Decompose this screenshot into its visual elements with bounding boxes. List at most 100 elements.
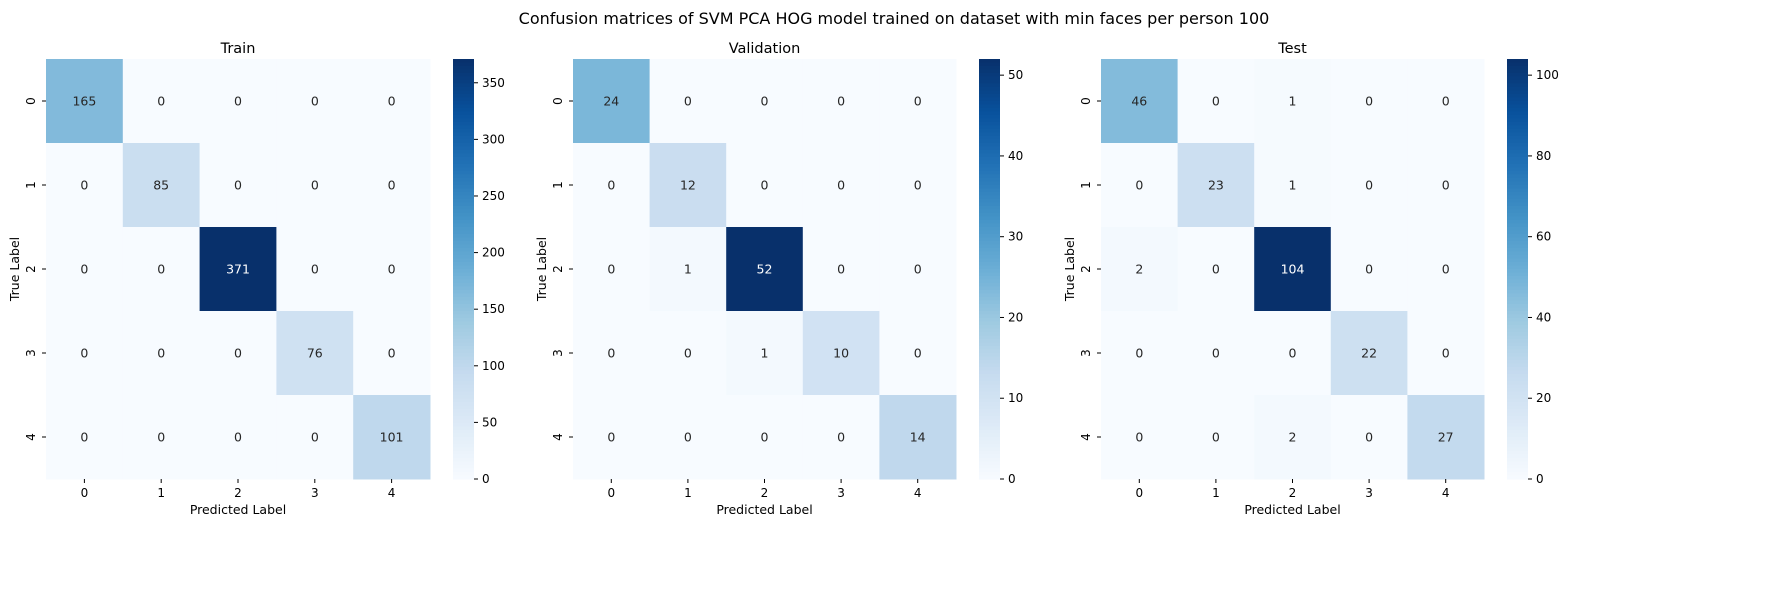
colorbar-segment [979, 405, 1000, 410]
x-tick-label: 0 [607, 486, 615, 500]
heatmap-cell [802, 395, 880, 480]
colorbar-segment [453, 332, 474, 337]
cell-value-label: 0 [234, 94, 242, 109]
colorbar-segment [979, 426, 1000, 431]
y-tick-label: 4 [1079, 433, 1093, 441]
colorbar-segment [979, 150, 1000, 155]
colorbar-segment [453, 328, 474, 333]
colorbar-segment [979, 220, 1000, 225]
colorbar-segment [453, 202, 474, 207]
colorbar-segment [453, 59, 474, 64]
colorbar-segment [453, 167, 474, 172]
heatmap-cell [199, 59, 277, 144]
colorbar-segment [1507, 304, 1528, 309]
colorbar-segment [1507, 272, 1528, 277]
colorbar-segment [453, 353, 474, 358]
colorbar-segment [979, 346, 1000, 351]
colorbar-segment [1507, 283, 1528, 288]
colorbar-segment [979, 314, 1000, 319]
colorbar-segment [979, 300, 1000, 305]
colorbar-segment [979, 311, 1000, 316]
cell-value-label: 0 [1135, 346, 1143, 361]
cell-value-label: 0 [234, 430, 242, 445]
colorbar-segment [979, 160, 1000, 165]
colorbar-segment [1507, 416, 1528, 421]
colorbar-segment [453, 335, 474, 340]
heatmap-cell [802, 311, 880, 396]
colorbar-segment [1507, 174, 1528, 179]
colorbar-segment [979, 125, 1000, 130]
colorbar-segment [453, 297, 474, 302]
colorbar-segment [1507, 437, 1528, 442]
colorbar-segment [1507, 475, 1528, 480]
colorbar-segment [979, 174, 1000, 179]
colorbar-segment [979, 115, 1000, 120]
cell-value-label: 165 [72, 94, 96, 109]
colorbar-segment [1507, 465, 1528, 470]
cell-value-label: 1 [684, 262, 692, 277]
colorbar-segment [1507, 286, 1528, 291]
colorbar-tick-label: 150 [482, 302, 505, 316]
cell-value-label: 0 [837, 94, 845, 109]
colorbar-segment [453, 311, 474, 316]
heatmap-cell [199, 311, 277, 396]
colorbar-segment [453, 409, 474, 414]
colorbar-segment [453, 220, 474, 225]
colorbar-segment [979, 185, 1000, 190]
heatmap-cell [1101, 395, 1179, 480]
colorbar-segment [979, 244, 1000, 249]
colorbar-segment [1507, 363, 1528, 368]
heatmap-cell [276, 143, 354, 228]
heatmap-cell [1254, 59, 1332, 144]
heatmap-cell [1177, 227, 1255, 312]
colorbar-segment [979, 468, 1000, 473]
colorbar-segment [979, 475, 1000, 480]
colorbar-segment [453, 454, 474, 459]
figure-suptitle: Confusion matrices of SVM PCA HOG model … [519, 9, 1270, 28]
cell-value-label: 0 [1212, 262, 1220, 277]
colorbar-segment [979, 458, 1000, 463]
colorbar-segment [453, 216, 474, 221]
cell-value-label: 0 [1365, 262, 1373, 277]
colorbar-segment [979, 416, 1000, 421]
cell-value-label: 1 [761, 346, 769, 361]
colorbar-segment [979, 227, 1000, 232]
colorbar-segment [453, 367, 474, 372]
colorbar-segment [1507, 76, 1528, 81]
colorbar-segment [979, 132, 1000, 137]
colorbar-segment [453, 391, 474, 396]
colorbar-segment [979, 444, 1000, 449]
colorbar-segment [979, 360, 1000, 365]
colorbar-segment [1507, 325, 1528, 330]
colorbar-segment [1507, 454, 1528, 459]
heatmap-cell [1177, 395, 1255, 480]
colorbar-segment [1507, 216, 1528, 221]
colorbar-segment [453, 377, 474, 382]
cell-value-label: 0 [1442, 178, 1450, 193]
heatmap-cell [46, 227, 124, 312]
cell-value-label: 0 [1365, 94, 1373, 109]
colorbar-segment [453, 146, 474, 151]
colorbar-segment [453, 234, 474, 239]
colorbar-segment [979, 447, 1000, 452]
cell-value-label: 0 [837, 262, 845, 277]
colorbar-segment [979, 409, 1000, 414]
cell-value-label: 0 [1212, 94, 1220, 109]
colorbar-segment [1507, 237, 1528, 242]
colorbar-segment [979, 136, 1000, 141]
colorbar-segment [979, 248, 1000, 253]
colorbar-segment [979, 461, 1000, 466]
heatmap-cell [1254, 395, 1332, 480]
colorbar-segment [979, 199, 1000, 204]
colorbar-segment [979, 216, 1000, 221]
colorbar-segment [453, 80, 474, 85]
colorbar-segment [1507, 181, 1528, 186]
colorbar-segment [979, 94, 1000, 99]
colorbar-segment [453, 363, 474, 368]
colorbar-segment [979, 472, 1000, 477]
cell-value-label: 0 [914, 94, 922, 109]
cell-value-label: 0 [157, 346, 165, 361]
cell-value-label: 0 [1212, 430, 1220, 445]
colorbar-segment [979, 412, 1000, 417]
heatmap-cell [726, 227, 804, 312]
